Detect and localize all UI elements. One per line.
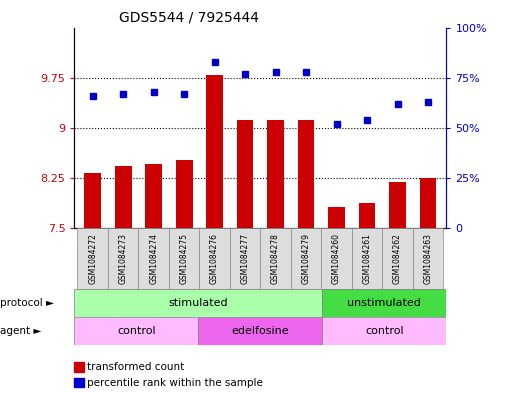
Text: edelfosine: edelfosine bbox=[231, 326, 289, 336]
FancyBboxPatch shape bbox=[382, 228, 413, 289]
FancyBboxPatch shape bbox=[200, 228, 230, 289]
FancyBboxPatch shape bbox=[322, 289, 446, 317]
Bar bbox=[328, 207, 345, 228]
Text: control: control bbox=[365, 326, 404, 336]
FancyBboxPatch shape bbox=[139, 228, 169, 289]
FancyBboxPatch shape bbox=[352, 228, 382, 289]
Text: GSM1084278: GSM1084278 bbox=[271, 233, 280, 284]
Text: GSM1084263: GSM1084263 bbox=[424, 233, 432, 284]
FancyBboxPatch shape bbox=[169, 228, 200, 289]
FancyBboxPatch shape bbox=[261, 228, 291, 289]
Text: control: control bbox=[117, 326, 155, 336]
Bar bbox=[420, 178, 437, 228]
Bar bbox=[359, 203, 376, 228]
Bar bbox=[84, 173, 101, 228]
Bar bbox=[236, 120, 253, 228]
Text: protocol ►: protocol ► bbox=[0, 298, 54, 308]
FancyBboxPatch shape bbox=[199, 317, 322, 345]
Bar bbox=[267, 120, 284, 228]
Bar bbox=[176, 160, 192, 228]
Text: GSM1084275: GSM1084275 bbox=[180, 233, 189, 284]
Text: GSM1084260: GSM1084260 bbox=[332, 233, 341, 284]
Text: GSM1084262: GSM1084262 bbox=[393, 233, 402, 284]
FancyBboxPatch shape bbox=[291, 228, 321, 289]
Text: GSM1084272: GSM1084272 bbox=[88, 233, 97, 284]
Text: GDS5544 / 7925444: GDS5544 / 7925444 bbox=[119, 11, 259, 25]
Bar bbox=[389, 182, 406, 228]
Text: GSM1084279: GSM1084279 bbox=[302, 233, 310, 284]
Bar bbox=[206, 75, 223, 228]
Text: percentile rank within the sample: percentile rank within the sample bbox=[87, 378, 263, 388]
FancyBboxPatch shape bbox=[322, 317, 446, 345]
Bar bbox=[298, 120, 314, 228]
Text: GSM1084276: GSM1084276 bbox=[210, 233, 219, 284]
Text: transformed count: transformed count bbox=[87, 362, 185, 372]
Text: GSM1084261: GSM1084261 bbox=[363, 233, 371, 284]
Bar bbox=[145, 164, 162, 228]
FancyBboxPatch shape bbox=[321, 228, 352, 289]
FancyBboxPatch shape bbox=[77, 228, 108, 289]
Text: GSM1084273: GSM1084273 bbox=[119, 233, 128, 284]
Text: GSM1084274: GSM1084274 bbox=[149, 233, 158, 284]
Text: unstimulated: unstimulated bbox=[347, 298, 421, 308]
FancyBboxPatch shape bbox=[108, 228, 139, 289]
FancyBboxPatch shape bbox=[230, 228, 261, 289]
Bar bbox=[115, 166, 131, 228]
FancyBboxPatch shape bbox=[413, 228, 443, 289]
Text: agent ►: agent ► bbox=[0, 326, 42, 336]
FancyBboxPatch shape bbox=[74, 289, 322, 317]
Text: stimulated: stimulated bbox=[169, 298, 228, 308]
FancyBboxPatch shape bbox=[74, 317, 199, 345]
Text: GSM1084277: GSM1084277 bbox=[241, 233, 250, 284]
